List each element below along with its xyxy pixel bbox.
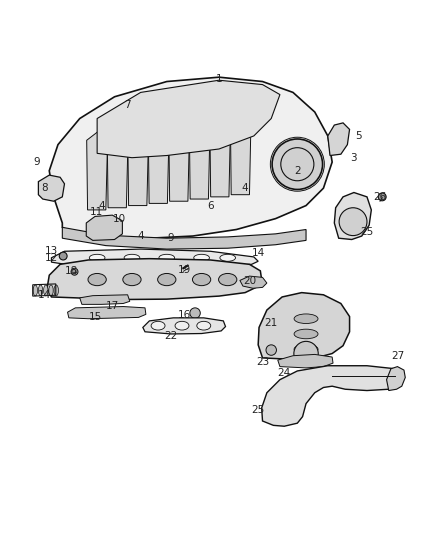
Text: 19: 19 <box>177 264 191 274</box>
Text: 25: 25 <box>360 227 374 237</box>
Ellipse shape <box>192 273 211 286</box>
Ellipse shape <box>33 285 38 296</box>
Circle shape <box>339 208 367 236</box>
Polygon shape <box>62 228 306 249</box>
Text: 5: 5 <box>355 131 362 141</box>
Polygon shape <box>67 306 146 319</box>
Polygon shape <box>80 295 130 304</box>
Ellipse shape <box>294 329 318 339</box>
Polygon shape <box>148 118 169 204</box>
Polygon shape <box>230 101 251 195</box>
Text: 17: 17 <box>106 301 119 311</box>
Text: 7: 7 <box>124 100 131 110</box>
Ellipse shape <box>175 321 189 330</box>
Text: 21: 21 <box>265 318 278 328</box>
Text: 4: 4 <box>242 183 248 193</box>
Circle shape <box>59 252 67 260</box>
Text: 4: 4 <box>98 200 105 211</box>
Polygon shape <box>387 367 405 391</box>
Ellipse shape <box>123 273 141 286</box>
Text: 9: 9 <box>33 157 39 167</box>
Text: 9: 9 <box>168 233 174 243</box>
Text: 1: 1 <box>215 75 223 84</box>
Text: 20: 20 <box>243 276 256 286</box>
Text: 16: 16 <box>177 310 191 320</box>
Ellipse shape <box>151 321 165 330</box>
Text: 4: 4 <box>138 231 144 241</box>
Text: 24: 24 <box>278 368 291 378</box>
Text: 6: 6 <box>207 200 214 211</box>
Text: 27: 27 <box>391 351 404 361</box>
Circle shape <box>272 139 322 189</box>
Polygon shape <box>258 293 350 359</box>
Ellipse shape <box>194 254 209 261</box>
Ellipse shape <box>88 273 106 286</box>
Polygon shape <box>86 215 122 240</box>
Circle shape <box>71 268 78 275</box>
Polygon shape <box>51 249 258 268</box>
Text: 3: 3 <box>350 152 357 163</box>
Text: 22: 22 <box>165 331 178 341</box>
Polygon shape <box>334 192 371 239</box>
Polygon shape <box>39 175 64 201</box>
Polygon shape <box>107 127 128 208</box>
Ellipse shape <box>49 285 53 296</box>
Ellipse shape <box>219 273 237 286</box>
Ellipse shape <box>197 321 211 330</box>
Text: 25: 25 <box>251 405 265 415</box>
Ellipse shape <box>89 254 105 261</box>
Polygon shape <box>240 276 267 288</box>
Text: 8: 8 <box>42 183 48 193</box>
Polygon shape <box>210 106 231 197</box>
Polygon shape <box>143 318 226 334</box>
Ellipse shape <box>294 344 318 354</box>
Polygon shape <box>278 354 333 368</box>
Text: 14: 14 <box>251 248 265 259</box>
Ellipse shape <box>294 314 318 324</box>
Ellipse shape <box>124 254 140 261</box>
Text: 15: 15 <box>88 312 102 321</box>
Text: 12: 12 <box>45 253 58 263</box>
Text: 18: 18 <box>64 266 78 276</box>
Ellipse shape <box>44 285 48 296</box>
Text: 14: 14 <box>38 290 52 300</box>
Polygon shape <box>128 123 148 206</box>
Polygon shape <box>97 80 280 158</box>
Polygon shape <box>328 123 350 156</box>
Ellipse shape <box>159 254 175 261</box>
Polygon shape <box>49 77 332 238</box>
Ellipse shape <box>39 285 43 296</box>
Ellipse shape <box>220 254 236 261</box>
Circle shape <box>294 341 318 366</box>
Polygon shape <box>261 366 399 426</box>
Circle shape <box>378 193 386 201</box>
Text: 26: 26 <box>374 192 387 202</box>
Circle shape <box>190 308 200 318</box>
Text: 10: 10 <box>112 214 125 224</box>
Ellipse shape <box>54 285 58 296</box>
Polygon shape <box>189 110 210 199</box>
Polygon shape <box>47 259 261 300</box>
Text: 11: 11 <box>90 207 103 217</box>
Polygon shape <box>87 132 108 210</box>
Text: 2: 2 <box>294 166 300 176</box>
Ellipse shape <box>158 273 176 286</box>
Text: 13: 13 <box>45 246 58 256</box>
Polygon shape <box>169 114 190 201</box>
Text: 23: 23 <box>256 357 269 367</box>
Circle shape <box>266 345 276 356</box>
